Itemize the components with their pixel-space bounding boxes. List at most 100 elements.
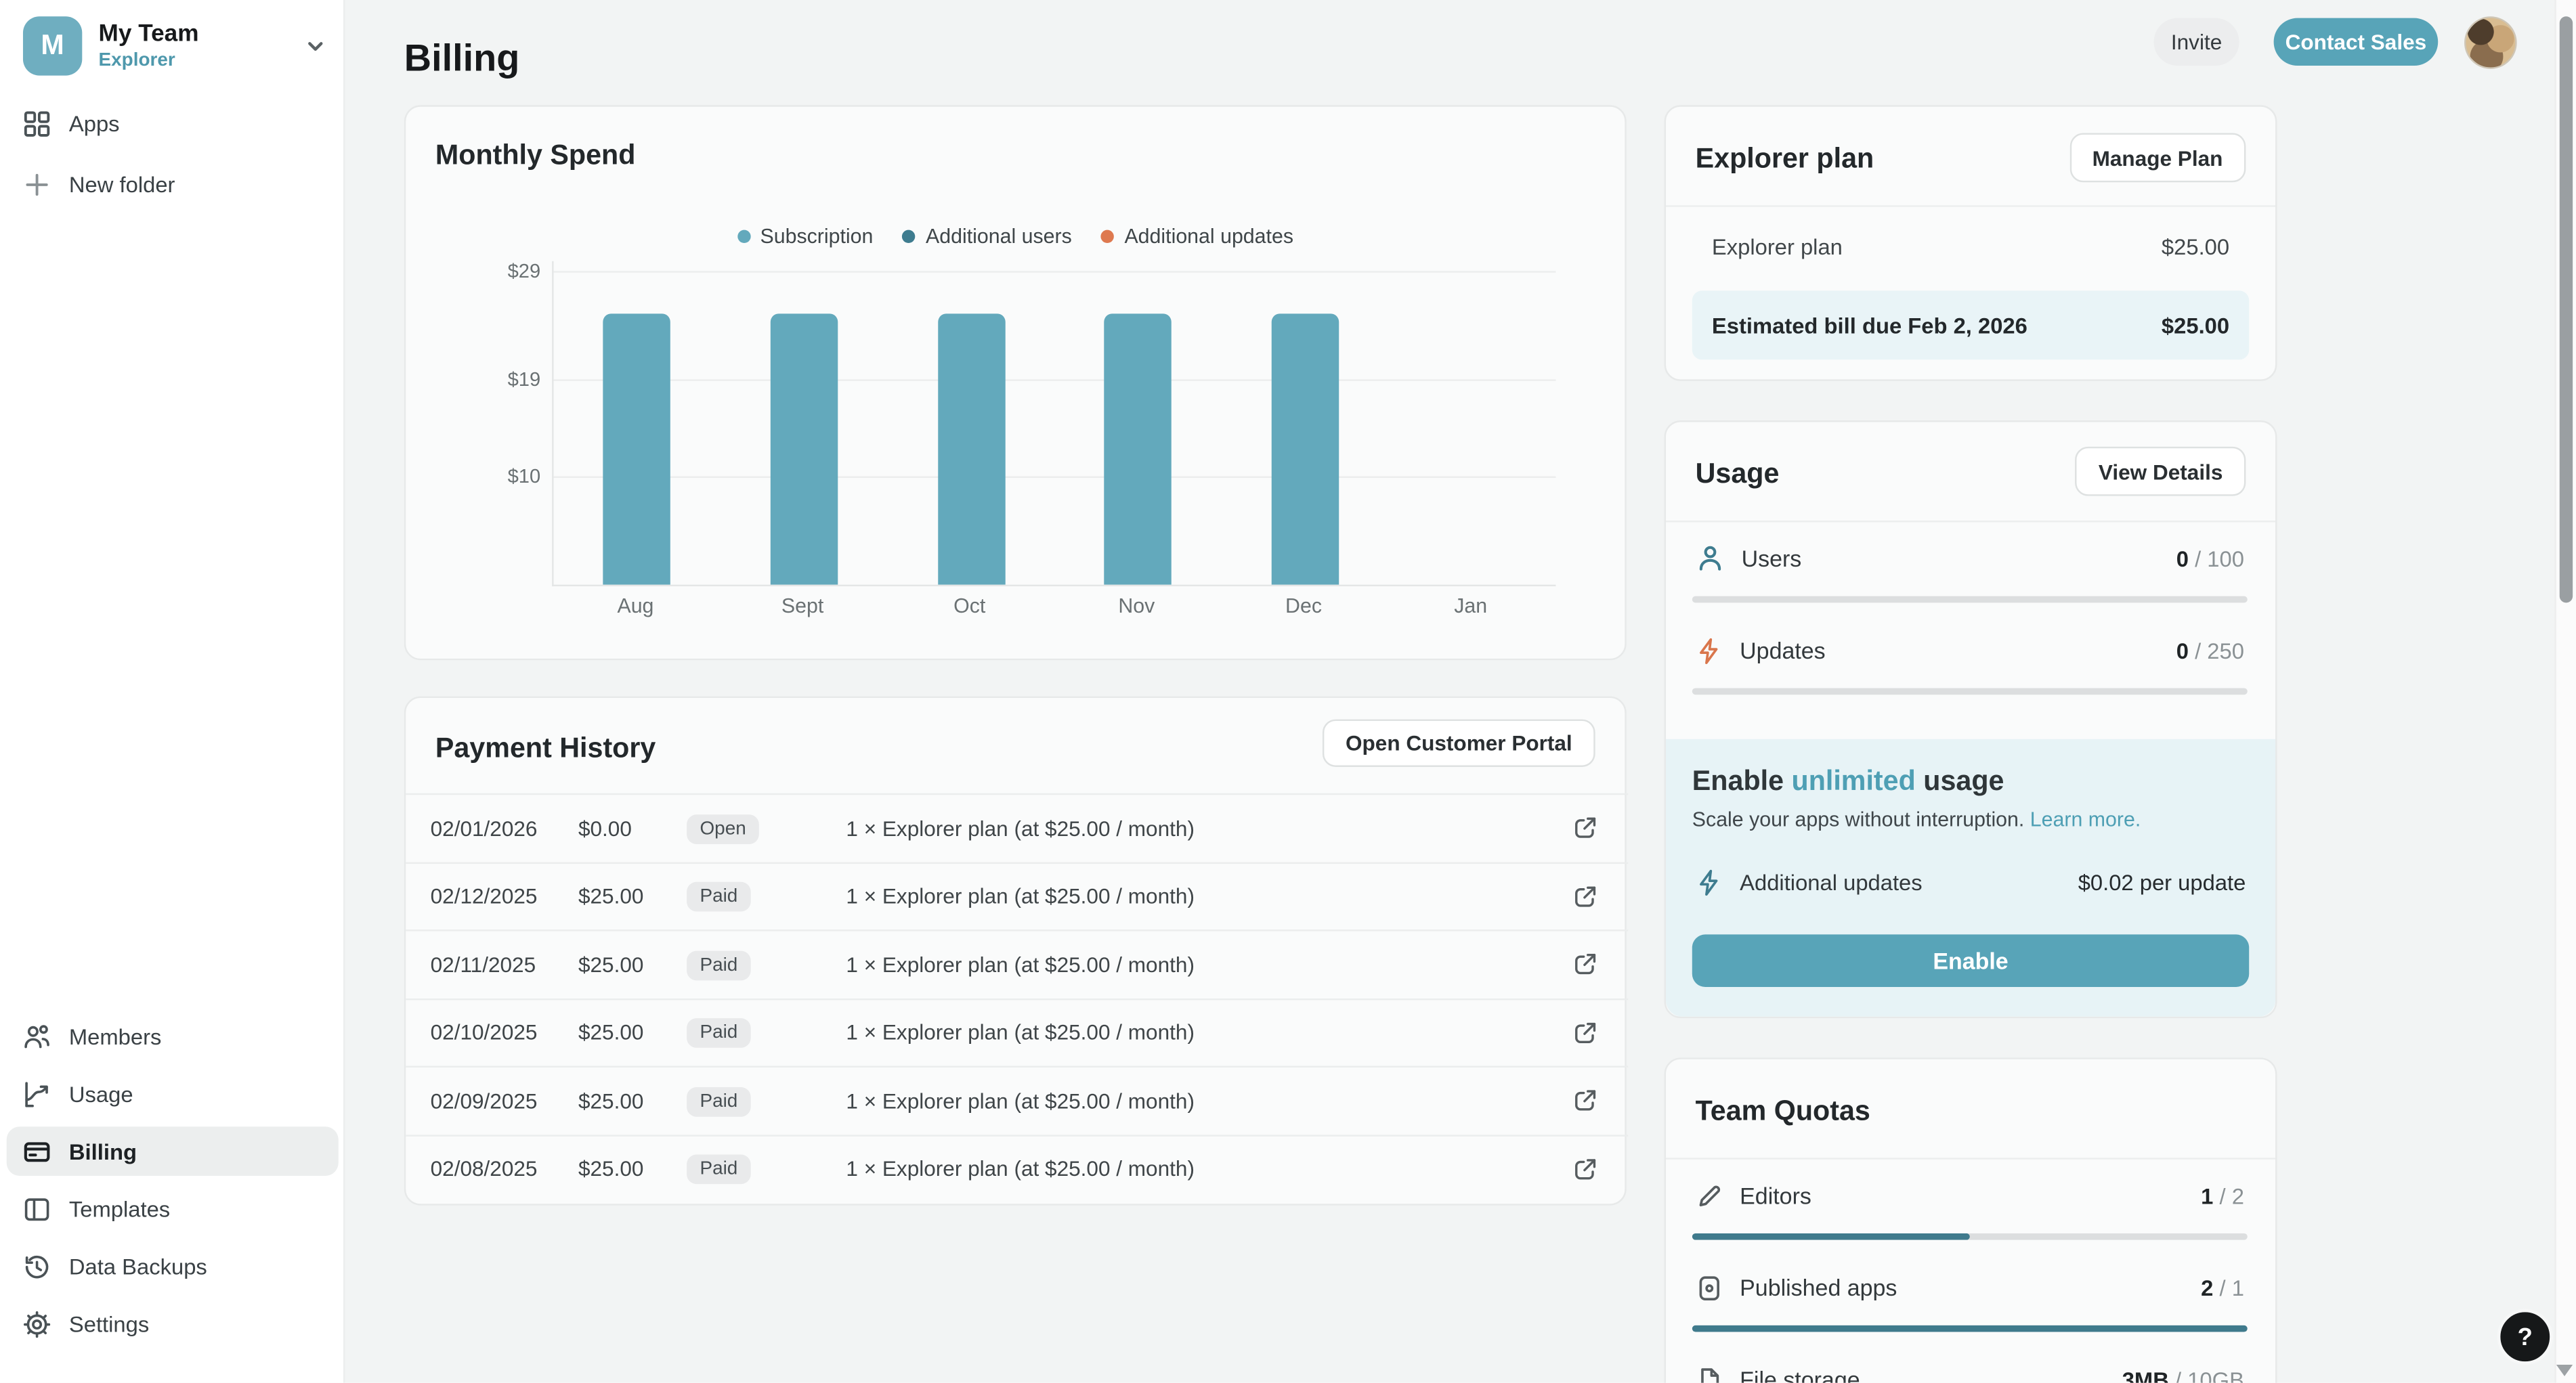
payment-date: 02/01/2026 (430, 816, 538, 841)
payment-date: 02/12/2025 (430, 883, 538, 909)
monthly-spend-title: Monthly Spend (435, 139, 636, 171)
payment-description: 1 × Explorer plan (at $25.00 / month) (846, 816, 1195, 841)
sidebar-item-new-folder[interactable]: New folder (0, 159, 345, 208)
chevron-down-icon (302, 33, 328, 60)
scrollbar-down-arrow[interactable] (2556, 1365, 2573, 1377)
lightning-icon-teal (1696, 869, 1723, 896)
divider (1665, 1158, 2276, 1160)
help-button[interactable]: ? (2497, 1309, 2554, 1365)
quota-used: 1 (2201, 1183, 2214, 1208)
quota-meter: Updates 0 / 250 (1692, 632, 2248, 724)
sidebar-item-label: Apps (68, 110, 120, 136)
view-details-button[interactable]: View Details (2075, 446, 2246, 496)
external-link-icon[interactable] (1572, 1088, 1599, 1114)
quota-meter: Users 0 / 100 (1692, 540, 2248, 632)
legend-item: Additional updates (1101, 225, 1293, 248)
bar-nov (1104, 314, 1172, 585)
usage-card-title: Usage (1695, 458, 1780, 489)
sidebar-item-label: Billing (68, 1139, 137, 1164)
plan-row-label: Explorer plan (1711, 234, 1843, 260)
status-badge: Paid (687, 882, 751, 913)
external-link-icon[interactable] (1572, 951, 1599, 978)
estimated-bill-row: Estimated bill due Feb 2, 2026 $25.00 (1692, 290, 2250, 360)
user-icon (1696, 544, 1725, 573)
quota-progress-fill (1692, 1325, 2248, 1332)
quota-progress-track (1692, 596, 2248, 603)
enable-button[interactable]: Enable (1692, 934, 2250, 988)
contact-sales-button[interactable]: Contact Sales (2273, 18, 2439, 66)
status-badge: Paid (687, 1018, 751, 1049)
quota-value: 0 / 100 (2176, 546, 2244, 571)
payment-date: 02/08/2025 (430, 1156, 538, 1181)
payment-rows: 02/01/2026 $0.00 Open 1 × Explorer plan (at… (406, 793, 1629, 1202)
external-link-icon[interactable] (1572, 1019, 1599, 1046)
legend-dot (1101, 229, 1115, 244)
sidebar-item-settings[interactable]: Settings (7, 1299, 339, 1348)
payment-description: 1 × Explorer plan (at $25.00 / month) (846, 1020, 1195, 1045)
external-link-icon[interactable] (1572, 1156, 1599, 1182)
sidebar-item-usage[interactable]: Usage (7, 1069, 339, 1118)
sidebar-item-label: Templates (68, 1196, 171, 1221)
payment-amount: $25.00 (578, 883, 644, 909)
usage-chart-icon (23, 1080, 51, 1107)
payment-description: 1 × Explorer plan (at $25.00 / month) (846, 1156, 1195, 1181)
file-icon (1696, 1365, 1723, 1383)
x-axis-label: Jan (1454, 594, 1488, 618)
external-link-icon[interactable] (1572, 883, 1599, 910)
payment-row: 02/01/2026 $0.00 Open 1 × Explorer plan (at… (406, 793, 1629, 862)
user-avatar[interactable] (2464, 16, 2517, 69)
quota-limit: / 10GB (2168, 1367, 2244, 1383)
sidebar-item-label: Usage (68, 1081, 133, 1106)
sidebar-item-apps[interactable]: Apps (0, 99, 345, 148)
manage-plan-button[interactable]: Manage Plan (2069, 133, 2246, 183)
gear-icon (23, 1310, 51, 1338)
payment-description: 1 × Explorer plan (at $25.00 / month) (846, 883, 1195, 909)
invite-button[interactable]: Invite (2153, 18, 2239, 66)
external-link-icon[interactable] (1572, 815, 1599, 841)
sidebar-item-templates[interactable]: Templates (7, 1184, 339, 1233)
usage-meters: Users 0 / 100 Updates 0 / 250 (1692, 540, 2248, 724)
additional-updates-row: Additional updates $0.02 per update (1692, 869, 2249, 896)
quota-label: Users (1741, 545, 1802, 572)
y-axis-tick: $19 (507, 368, 541, 391)
templates-icon (23, 1195, 51, 1223)
app-window-icon (1696, 1273, 1723, 1301)
open-customer-portal-button[interactable]: Open Customer Portal (1323, 719, 1595, 767)
members-icon (23, 1022, 51, 1050)
legend-label: Subscription (760, 225, 874, 248)
divider (1665, 521, 2276, 523)
payment-amount: $0.00 (578, 816, 632, 841)
legend-dot (903, 229, 916, 244)
bar-dec (1271, 314, 1339, 585)
payment-row: 02/09/2025 $25.00 Paid 1 × Explorer plan (a… (406, 1066, 1629, 1134)
team-quotas-card: Team Quotas Editors 1 / 2 Published apps 2 … (1664, 1057, 2277, 1383)
sidebar-item-billing[interactable]: Billing (6, 1126, 339, 1177)
learn-more-link[interactable]: Learn more. (2030, 808, 2141, 831)
quota-used: 2 (2201, 1275, 2214, 1300)
x-axis-label: Nov (1118, 594, 1155, 618)
bar-aug (603, 314, 671, 585)
quota-used: 0 (2176, 546, 2189, 571)
bar-sept (770, 314, 838, 585)
sidebar-item-data-backups[interactable]: Data Backups (7, 1242, 339, 1291)
monthly-spend-card: Monthly Spend Subscription Additional use… (404, 105, 1627, 661)
quota-progress-track (1692, 1233, 2248, 1240)
quota-label: Editors (1740, 1182, 1811, 1209)
plan-row: Explorer plan $25.00 (1712, 235, 2229, 259)
usage-card: Usage View Details Users 0 / 100 Updates 0 … (1664, 420, 2277, 1019)
scrollbar[interactable] (2554, 0, 2576, 1383)
payment-row: 02/08/2025 $25.00 Paid 1 × Explorer plan (a… (406, 1134, 1629, 1202)
quota-used: 0 (2176, 638, 2189, 663)
status-badge: Paid (687, 1086, 751, 1117)
quota-limit: / 100 (2188, 546, 2244, 571)
team-switcher[interactable]: M My Team Explorer (22, 13, 328, 79)
payment-amount: $25.00 (578, 1156, 644, 1181)
plus-icon (23, 170, 51, 198)
sidebar-item-members[interactable]: Members (7, 1011, 339, 1061)
payment-history-card: Payment History Open Customer Portal 02/… (404, 696, 1629, 1206)
payment-description: 1 × Explorer plan (at $25.00 / month) (846, 1088, 1195, 1114)
scrollbar-thumb[interactable] (2558, 16, 2572, 603)
plan-row-value: $25.00 (2161, 234, 2230, 260)
quota-meters: Editors 1 / 2 Published apps 2 / 1 File stor… (1692, 1177, 2248, 1383)
